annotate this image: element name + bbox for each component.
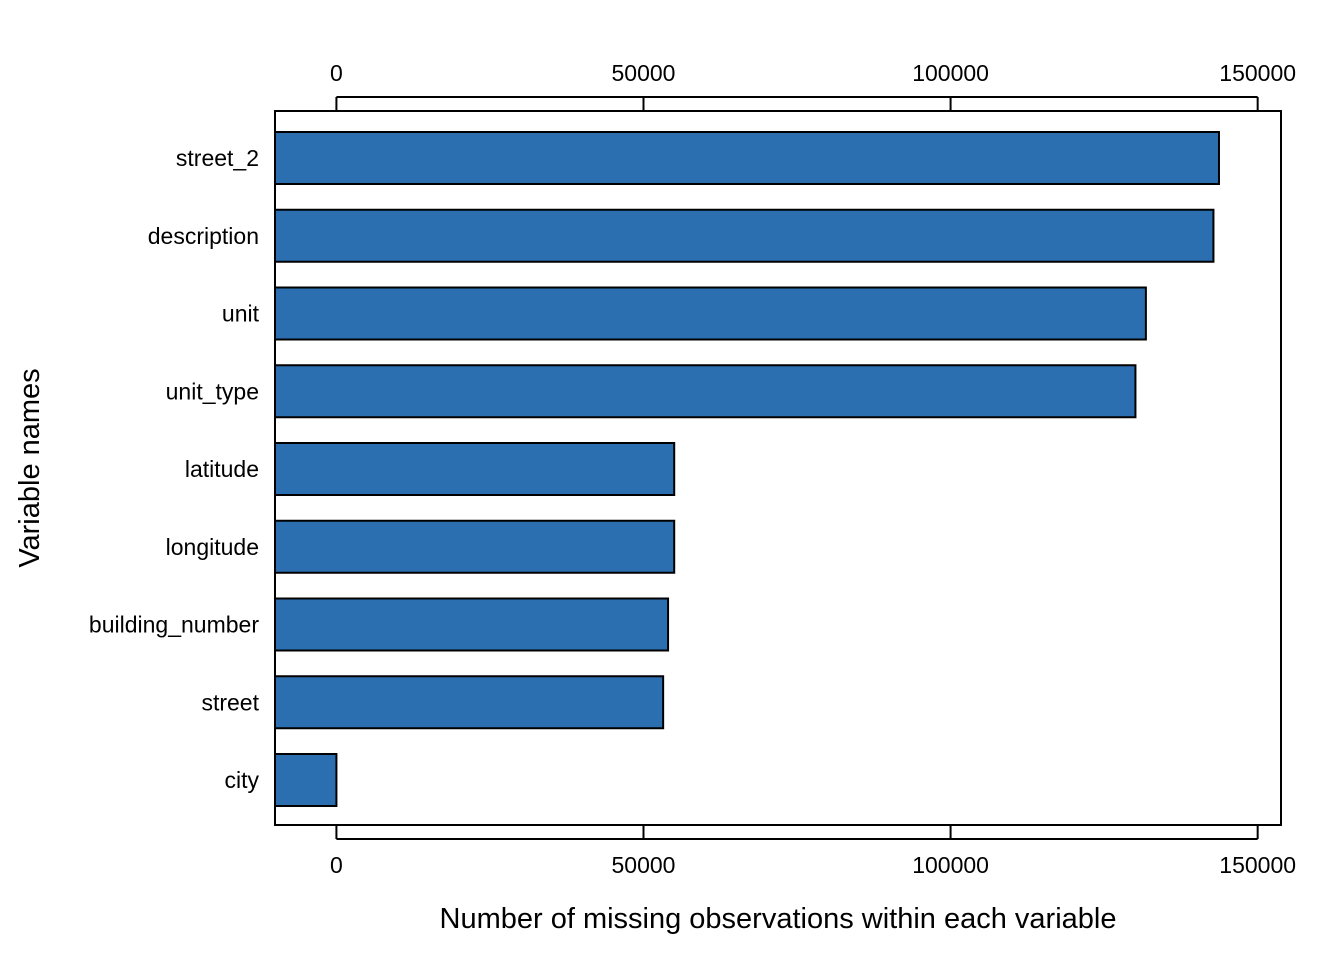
bar-longitude [274,519,676,574]
category-label-street_2: street_2 [176,145,259,171]
plot-frame [274,110,1282,826]
category-label-unit: unit [222,301,260,327]
bars-layer [274,131,1220,807]
bar-city [274,753,338,807]
category-label-city: city [225,767,260,793]
bar-description [274,208,1215,263]
top-tick-label-0: 0 [330,60,343,86]
bottom-axis: 0 50000 100000 150000 [330,825,1296,878]
category-label-unit_type: unit_type [166,378,259,404]
bar-street_2 [274,131,1220,185]
top-axis: 0 50000 100000 150000 [330,60,1296,111]
top-tick-label-150000: 150000 [1219,60,1296,86]
top-tick-label-50000: 50000 [612,60,676,86]
category-label-street: street [201,689,259,715]
bottom-tick-label-100000: 100000 [912,852,989,878]
bottom-tick-label-50000: 50000 [612,852,676,878]
bar-street [274,675,665,730]
category-label-building_number: building_number [89,612,259,638]
bar-unit [274,286,1147,341]
category-label-longitude: longitude [166,534,259,560]
top-tick-label-100000: 100000 [912,60,989,86]
y-axis-title: Variable names [14,368,46,567]
category-labels: street_2 description unit unit_type latitude… [89,145,260,793]
bottom-tick-label-0: 0 [330,852,343,878]
category-label-description: description [148,223,259,249]
bar-latitude [274,442,676,496]
x-axis-title: Number of missing observations within ea… [440,903,1117,935]
category-label-latitude: latitude [185,456,259,482]
bar-unit_type [274,364,1137,419]
bottom-tick-label-150000: 150000 [1219,852,1296,878]
bar-building_number [274,597,670,652]
